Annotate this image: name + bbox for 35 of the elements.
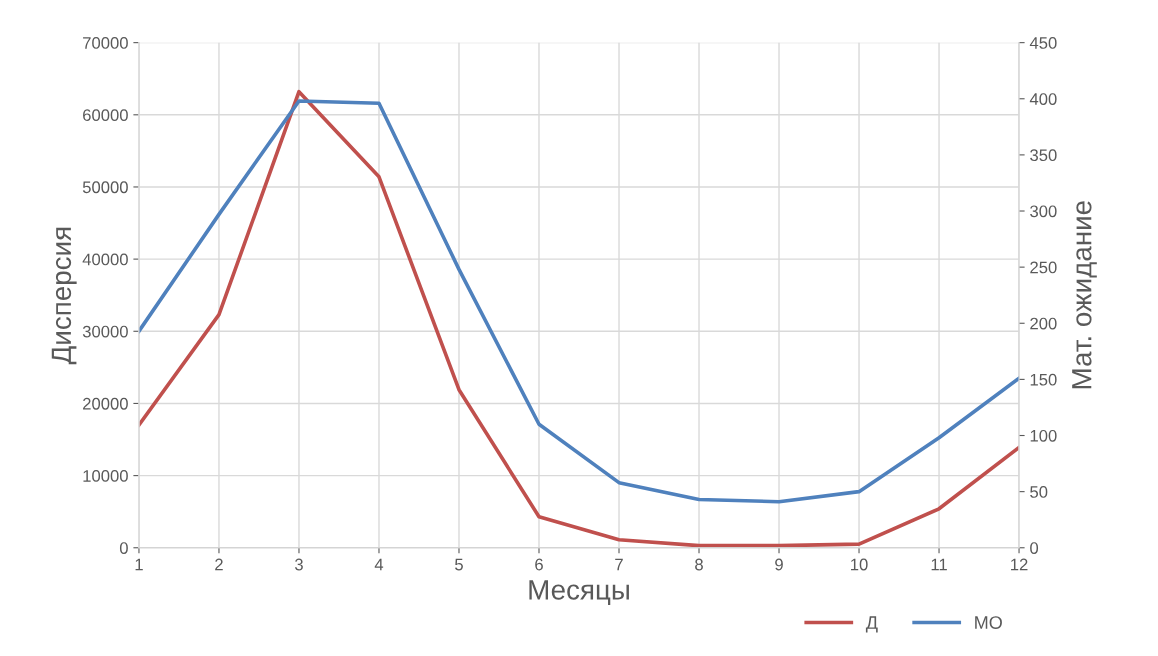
x-tick-label: 2 (215, 558, 223, 571)
y-tick-label: 60000 (83, 109, 128, 121)
x-tick-label: 10 (851, 558, 868, 571)
y2-tick-label: 400 (1029, 93, 1057, 105)
y2-tick-label: 50 (1030, 486, 1048, 498)
x-tick-label: 6 (535, 558, 543, 571)
x-tick-label: 8 (695, 558, 703, 571)
x-axis-title: Месяцы (529, 580, 629, 605)
x-tick-label: 12 (1011, 558, 1028, 571)
y-tick-label: 40000 (82, 253, 128, 266)
y2-tick-label: 100 (1030, 429, 1057, 442)
legend-label: Д (865, 616, 878, 633)
legend-label: МО (975, 616, 1002, 629)
y2-axis-title: Мат. ожидание (1072, 201, 1097, 389)
x-tick-label: 5 (455, 558, 463, 571)
y-tick-label: 20000 (83, 397, 128, 410)
x-tick-label: 3 (294, 558, 303, 571)
x-tick-label: 4 (374, 558, 384, 571)
y-tick-label: 0 (119, 542, 128, 554)
y2-tick-label: 350 (1030, 149, 1057, 162)
y2-tick-label: 450 (1029, 37, 1057, 49)
x-tick-label: 11 (931, 558, 947, 571)
x-tick-label: 1 (135, 558, 143, 571)
y-tick-label: 10000 (83, 470, 128, 482)
y2-tick-label: 250 (1030, 261, 1057, 274)
y2-tick-label: 200 (1030, 317, 1057, 330)
y2-tick-label: 300 (1030, 205, 1057, 218)
y-tick-label: 70000 (83, 37, 128, 49)
x-tick-label: 9 (775, 558, 783, 571)
y-axis-title: Дисперсия (51, 227, 77, 365)
y-tick-label: 30000 (82, 325, 128, 338)
y2-tick-label: 0 (1030, 542, 1039, 554)
y-tick-label: 50000 (82, 181, 128, 194)
y2-tick-label: 150 (1030, 373, 1057, 386)
x-tick-label: 7 (615, 558, 623, 571)
